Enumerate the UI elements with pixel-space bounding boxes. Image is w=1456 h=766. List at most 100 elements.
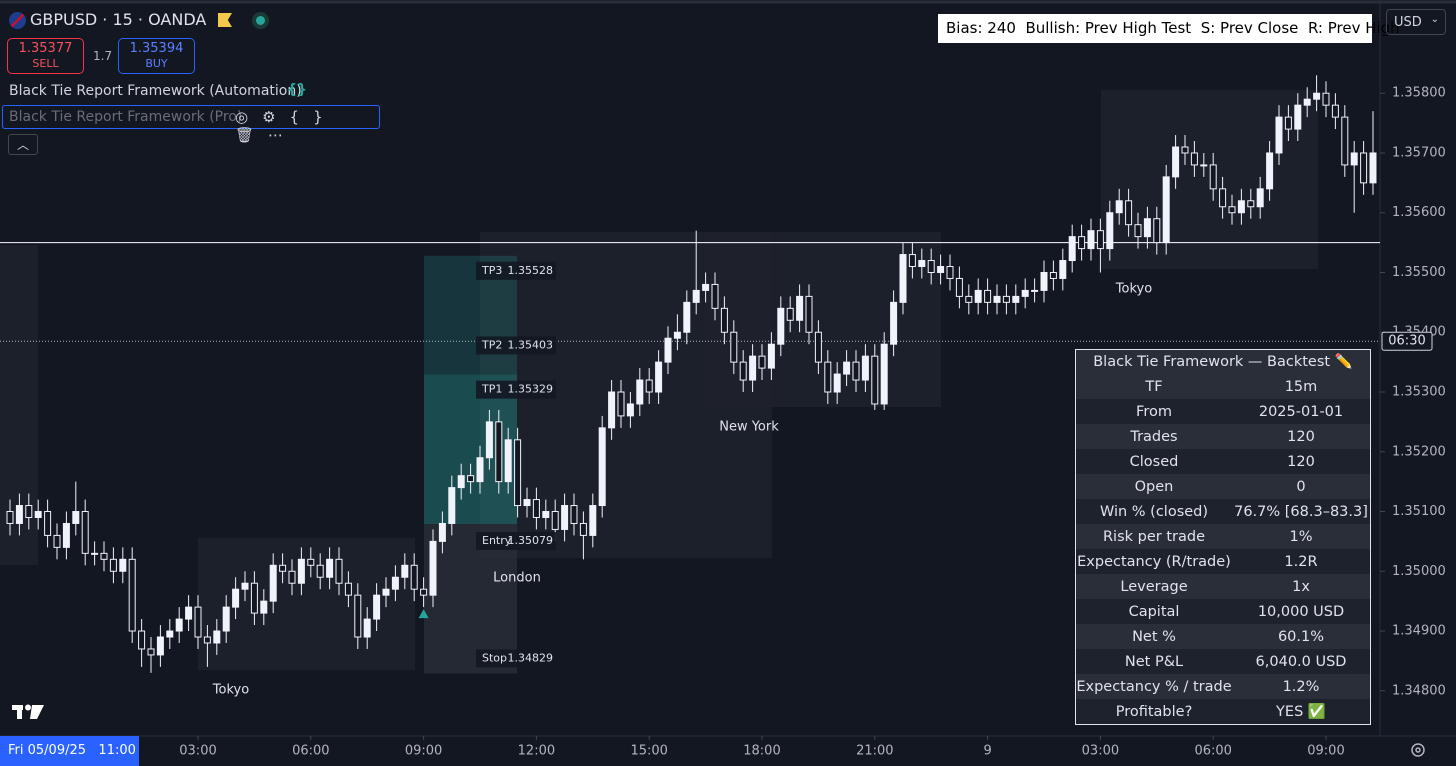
trade-label-name: Stop [482, 651, 507, 664]
x-tick-label: 21:00 [856, 744, 893, 759]
currency-select[interactable]: USD ⌄ [1386, 9, 1446, 35]
candle-body [758, 355, 766, 369]
table-key: Expectancy (R/trade) [1077, 553, 1231, 570]
source-icon[interactable]: {} [287, 82, 307, 98]
candle-body [608, 391, 616, 429]
sell-price: 1.35377 [18, 41, 73, 56]
table-value: 120 [1287, 428, 1315, 445]
candle-body [1237, 200, 1245, 214]
candle-body [194, 606, 202, 638]
flag-icon[interactable] [218, 13, 232, 27]
buy-button[interactable]: 1.35394 BUY [118, 38, 195, 74]
trade-label-value: 1.35079 [508, 534, 554, 547]
candle-body [485, 421, 493, 459]
trade-label-name: TP3 [481, 264, 502, 277]
candle-body [1228, 206, 1236, 214]
candle-body [279, 564, 287, 572]
candle-body [1331, 104, 1339, 118]
candle-body [34, 511, 42, 518]
indicator-title: Black Tie Report Framework (Pro) [9, 109, 243, 125]
candle-body [617, 391, 625, 417]
candle-body [91, 552, 99, 555]
currency: USD [1394, 15, 1422, 30]
candle-body [1143, 218, 1151, 238]
candle-body [297, 558, 305, 584]
candle-body [532, 499, 540, 518]
candle-body [457, 475, 465, 489]
candle-body [420, 588, 428, 596]
candle-body [203, 636, 211, 644]
candle-body [767, 343, 775, 369]
table-key: Trades [1130, 428, 1178, 445]
candle-body [1256, 188, 1264, 208]
candle-body [138, 630, 146, 650]
table-value: 15m [1284, 378, 1318, 395]
trade-label-bg [476, 261, 556, 280]
buy-signal [418, 609, 429, 619]
candle-body [673, 331, 681, 339]
sell-button[interactable]: 1.35377 SELL [7, 38, 84, 74]
indicator-icons[interactable]: ◎⚙{}🗑⋯ [235, 108, 337, 144]
table-value: 2025-01-01 [1258, 403, 1344, 420]
candle-body [1172, 146, 1180, 178]
table-row: Closed 120 [1076, 449, 1370, 474]
candle-body [683, 301, 691, 333]
candle-body [109, 558, 117, 572]
candle-body [570, 505, 578, 524]
trade-label-bg [476, 649, 556, 668]
table-value: 1% [1289, 528, 1313, 545]
table-key: Expectancy % / trade [1076, 678, 1232, 695]
table-row: Net P&L 6,040.0 USD [1076, 649, 1370, 674]
candle-body [1190, 152, 1198, 166]
candle-body [824, 361, 832, 393]
buy-label: BUY [145, 57, 168, 70]
settings-icon[interactable] [1411, 743, 1425, 757]
candle-body [542, 511, 550, 518]
table-row: Expectancy % / trade 1.2% [1076, 674, 1370, 699]
y-tick-label: 1.35000 [1392, 564, 1446, 579]
candle-body [927, 260, 935, 273]
sell-label: SELL [32, 57, 59, 70]
candle-body [1021, 289, 1029, 297]
candle-body [1078, 236, 1086, 250]
table-row: Leverage 1x [1076, 574, 1370, 599]
table-key: Win % (closed) [1099, 503, 1209, 520]
trade-label-value: 1.34829 [508, 651, 554, 664]
table-key: Leverage [1120, 578, 1188, 595]
candle-body [796, 295, 804, 321]
candle-body [175, 618, 183, 632]
candle-body [269, 564, 277, 602]
y-tick-label: 1.35100 [1392, 504, 1446, 519]
candle-body [645, 379, 653, 393]
candle-body [15, 505, 23, 524]
collapse-button[interactable]: ︿ [8, 134, 38, 155]
table-row: Capital 10,000 USD [1076, 599, 1370, 624]
candle-body [119, 558, 127, 572]
candle-body [1134, 224, 1142, 238]
session-box [198, 538, 415, 670]
symbol-title[interactable]: GBPUSD · 15 · OANDA [30, 10, 207, 29]
table-value: 120 [1287, 453, 1315, 470]
candle-body [589, 505, 597, 536]
cursor-date: Fri 05/09/25 [8, 743, 87, 758]
candle-body [250, 582, 258, 614]
candle-body [438, 522, 446, 542]
candle-body [44, 511, 52, 536]
table-value: 0 [1296, 478, 1306, 495]
indicator-title[interactable]: Black Tie Report Framework (Automation) [9, 83, 302, 99]
candle-body [946, 266, 954, 279]
candle-body [232, 588, 240, 608]
indicator-row[interactable]: Black Tie Report Framework (Pro) ◎⚙{}🗑⋯ [2, 105, 380, 144]
candle-body [147, 648, 155, 656]
candle-body [504, 439, 512, 483]
x-tick-label: 15:00 [630, 744, 667, 759]
candle-body [955, 277, 963, 297]
candle-body [598, 427, 606, 507]
candle-body [861, 355, 869, 381]
candle-body [749, 355, 757, 381]
candle-body [1219, 188, 1227, 208]
candle-body [974, 289, 982, 303]
table-key: Net P&L [1124, 653, 1184, 670]
candle-body [185, 606, 193, 620]
